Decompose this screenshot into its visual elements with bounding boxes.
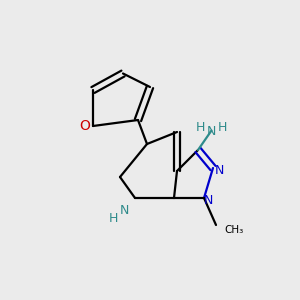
Text: CH₃: CH₃ — [224, 225, 244, 236]
Text: N: N — [214, 164, 224, 178]
Text: H: H — [218, 121, 228, 134]
Text: N: N — [204, 194, 213, 208]
Text: N: N — [120, 203, 129, 217]
Text: O: O — [79, 119, 90, 133]
Text: H: H — [108, 212, 118, 225]
Text: N: N — [207, 125, 216, 139]
Text: H: H — [195, 121, 205, 134]
